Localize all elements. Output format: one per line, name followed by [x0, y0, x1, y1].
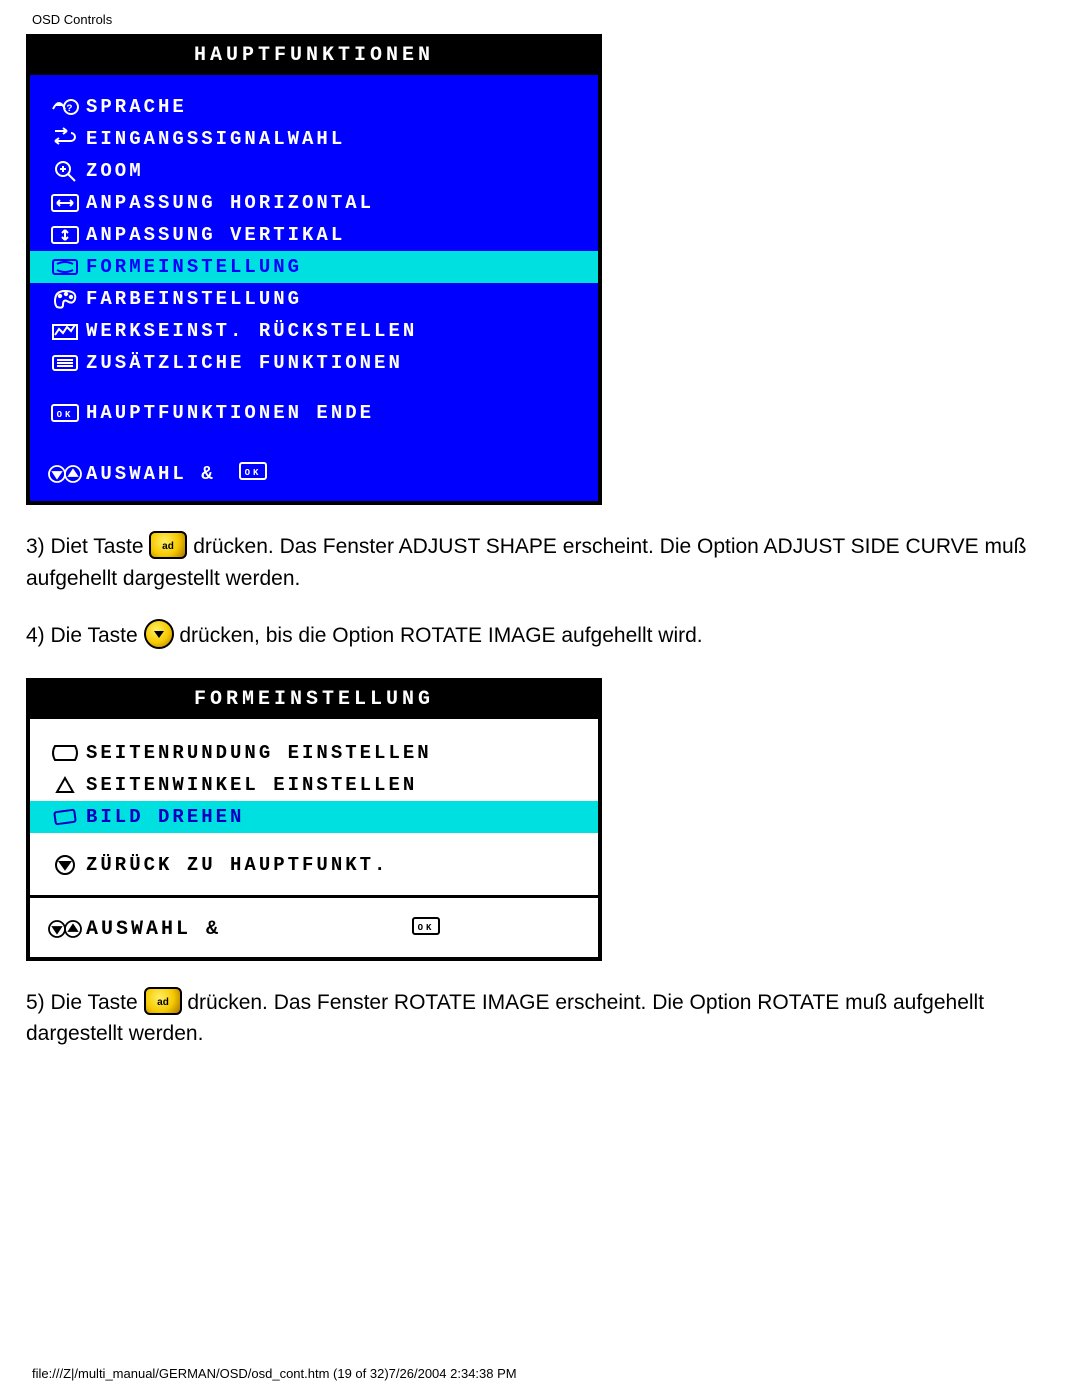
- osd-shape-title: FORMEINSTELLUNG: [30, 682, 598, 719]
- hadj-icon: [44, 191, 86, 215]
- lang-icon: ?: [44, 95, 86, 119]
- updown-icon: [44, 918, 86, 940]
- footer-label: AUSWAHL &: [86, 918, 221, 941]
- page-footer: file:///Z|/multi_manual/GERMAN/OSD/osd_c…: [32, 1366, 517, 1381]
- menu-label: SPRACHE: [86, 96, 187, 118]
- menu-item-rotate[interactable]: BILD DREHEN: [30, 801, 598, 833]
- down-button-icon: [144, 619, 174, 649]
- ok-box-icon: OK: [238, 461, 268, 487]
- menu-item-close[interactable]: OK HAUPTFUNKTIONEN ENDE: [44, 397, 588, 429]
- reset-icon: [44, 319, 86, 343]
- footer-label: AUSWAHL &: [86, 463, 216, 485]
- instruction-step-4: 4) Die Taste drücken, bis die Option ROT…: [26, 620, 1054, 652]
- menu-label: ANPASSUNG HORIZONTAL: [86, 192, 374, 214]
- menu-label: BILD DREHEN: [86, 806, 244, 828]
- page-header: OSD Controls: [32, 12, 112, 27]
- menu-label: ZUSÄTZLICHE FUNKTIONEN: [86, 352, 403, 374]
- instruction-step-3: 3) Diet Taste ad drücken. Das Fenster AD…: [26, 531, 1054, 594]
- svg-text:ad: ad: [163, 541, 175, 552]
- menu-label: ZÜRÜCK ZU HAUPTFUNKT.: [86, 854, 388, 876]
- menu-label: SEITENRUNDUNG EINSTELLEN: [86, 742, 432, 764]
- menu-label: FARBEINSTELLUNG: [86, 288, 302, 310]
- shape-icon: [44, 255, 86, 279]
- down-circle-icon: [44, 854, 86, 876]
- updown-icon: [44, 463, 86, 485]
- text: 3) Diet Taste: [26, 535, 149, 558]
- osd-shape-body: SEITENRUNDUNG EINSTELLEN SEITENWINKEL EI…: [30, 719, 598, 904]
- input-icon: [44, 127, 86, 151]
- ok-button-icon: ad: [149, 531, 187, 559]
- menu-label: WERKSEINST. RÜCKSTELLEN: [86, 320, 417, 342]
- instruction-step-5: 5) Die Taste ad drücken. Das Fenster ROT…: [26, 987, 1054, 1050]
- menu-item-sprache[interactable]: ? SPRACHE: [44, 91, 588, 123]
- text: 4) Die Taste: [26, 624, 144, 647]
- svg-text:OK: OK: [57, 410, 74, 420]
- osd-main-footer: AUSWAHL & OK: [30, 451, 598, 501]
- osd-main-panel: HAUPTFUNKTIONEN ? SPRACHE EINGANGSSIGNAL…: [26, 34, 602, 505]
- menu-label: EINGANGSSIGNALWAHL: [86, 128, 345, 150]
- rotate-icon: [44, 806, 86, 828]
- menu-label: ANPASSUNG VERTIKAL: [86, 224, 345, 246]
- osd-shape-panel: FORMEINSTELLUNG SEITENRUNDUNG EINSTELLEN…: [26, 678, 602, 961]
- color-icon: [44, 287, 86, 311]
- osd-shape-footer: AUSWAHL & OK: [30, 904, 598, 957]
- osd-main-title: HAUPTFUNKTIONEN: [30, 38, 598, 75]
- menu-item-reset[interactable]: WERKSEINST. RÜCKSTELLEN: [44, 315, 588, 347]
- extra-icon: [44, 351, 86, 375]
- text: drücken, bis die Option ROTATE IMAGE auf…: [179, 624, 702, 647]
- svg-text:ad: ad: [157, 997, 169, 1008]
- sideangle-icon: [44, 774, 86, 796]
- menu-item-vadj[interactable]: ANPASSUNG VERTIKAL: [44, 219, 588, 251]
- menu-item-sidecurve[interactable]: SEITENRUNDUNG EINSTELLEN: [44, 737, 588, 769]
- menu-item-sideangle[interactable]: SEITENWINKEL EINSTELLEN: [44, 769, 588, 801]
- menu-label: ZOOM: [86, 160, 144, 182]
- osd-main-body: ? SPRACHE EINGANGSSIGNALWAHL ZOOM: [30, 75, 598, 451]
- menu-item-zoom[interactable]: ZOOM: [44, 155, 588, 187]
- zoom-icon: [44, 159, 86, 183]
- svg-text:OK: OK: [418, 923, 435, 933]
- svg-text:OK: OK: [244, 468, 261, 478]
- ok-button-icon: ad: [144, 987, 182, 1015]
- menu-item-shape[interactable]: FORMEINSTELLUNG: [30, 251, 598, 283]
- text: 5) Die Taste: [26, 991, 144, 1014]
- menu-item-back[interactable]: ZÜRÜCK ZU HAUPTFUNKT.: [44, 849, 588, 881]
- vadj-icon: [44, 223, 86, 247]
- menu-item-input[interactable]: EINGANGSSIGNALWAHL: [44, 123, 588, 155]
- ok-box-icon: OK: [44, 403, 86, 423]
- menu-label: HAUPTFUNKTIONEN ENDE: [86, 402, 374, 424]
- ok-box-icon: OK: [411, 916, 441, 943]
- menu-item-hadj[interactable]: ANPASSUNG HORIZONTAL: [44, 187, 588, 219]
- menu-label: SEITENWINKEL EINSTELLEN: [86, 774, 417, 796]
- sidecurve-icon: [44, 742, 86, 764]
- menu-item-color[interactable]: FARBEINSTELLUNG: [44, 283, 588, 315]
- menu-label: FORMEINSTELLUNG: [86, 256, 302, 278]
- content: HAUPTFUNKTIONEN ? SPRACHE EINGANGSSIGNAL…: [26, 34, 1054, 1050]
- svg-text:?: ?: [66, 104, 75, 115]
- menu-item-extra[interactable]: ZUSÄTZLICHE FUNKTIONEN: [44, 347, 588, 379]
